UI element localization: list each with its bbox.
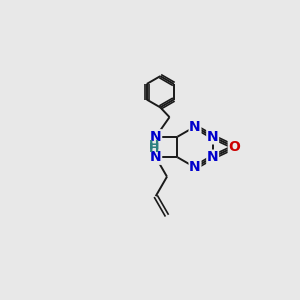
Text: N: N: [150, 150, 161, 164]
Text: N: N: [189, 160, 201, 174]
Text: N: N: [207, 130, 218, 144]
Text: N: N: [189, 120, 201, 134]
Text: H: H: [149, 139, 159, 152]
Text: N: N: [207, 150, 218, 164]
Text: N: N: [150, 130, 161, 144]
Text: H: H: [149, 142, 159, 155]
Text: O: O: [228, 140, 240, 154]
